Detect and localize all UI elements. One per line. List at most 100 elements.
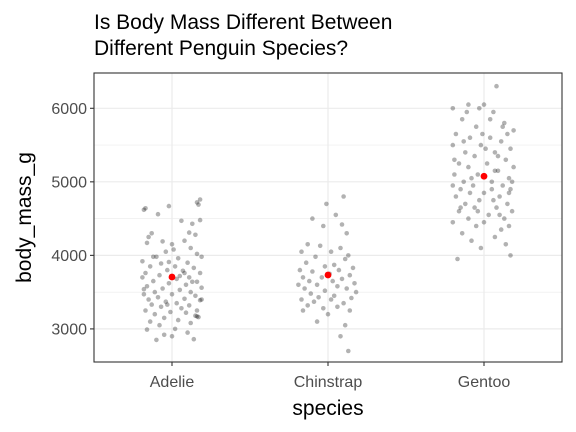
data-point — [477, 106, 482, 111]
data-point — [146, 234, 151, 240]
data-point — [349, 295, 354, 301]
data-point — [492, 234, 498, 240]
data-point — [196, 202, 201, 207]
data-point — [509, 179, 515, 185]
data-point — [185, 330, 190, 335]
data-point — [489, 186, 495, 192]
data-point — [508, 146, 513, 151]
data-point — [339, 276, 345, 282]
data-point — [511, 128, 516, 133]
mean-points — [168, 172, 488, 281]
data-point — [157, 272, 162, 278]
data-point — [353, 289, 359, 295]
data-point — [322, 264, 328, 269]
data-point — [344, 286, 350, 291]
data-point — [143, 206, 148, 211]
data-point — [169, 242, 175, 247]
data-point — [346, 348, 351, 354]
data-point — [152, 289, 158, 295]
data-point — [302, 286, 307, 291]
data-point — [487, 117, 493, 122]
data-point — [475, 208, 481, 214]
x-tick-label: Gentoo — [458, 374, 511, 391]
data-point — [151, 278, 156, 284]
data-point — [322, 288, 328, 294]
data-point — [193, 293, 198, 299]
data-point — [163, 299, 169, 305]
data-point — [180, 268, 186, 274]
data-point — [314, 282, 320, 288]
data-point — [154, 337, 159, 343]
data-point — [299, 297, 304, 302]
data-point — [197, 197, 203, 202]
data-point — [194, 314, 200, 319]
data-point — [486, 212, 492, 218]
data-point — [190, 279, 195, 285]
y-tick-label: 4000 — [51, 248, 87, 265]
data-point — [453, 194, 459, 199]
data-point — [297, 267, 303, 273]
data-point — [506, 223, 512, 229]
data-point — [175, 255, 181, 261]
data-point — [494, 83, 499, 89]
data-point — [199, 297, 204, 302]
data-point — [182, 238, 187, 243]
data-point — [177, 273, 183, 279]
data-point — [158, 261, 164, 266]
data-point — [466, 164, 471, 170]
axes: 3000 4000 5000 6000 Adelie Chinstrap Gentoo — [51, 101, 510, 391]
data-point — [186, 303, 192, 308]
data-point — [497, 212, 502, 218]
data-point — [341, 300, 346, 306]
data-point — [190, 221, 195, 227]
data-point — [347, 272, 353, 278]
data-point — [165, 302, 170, 307]
data-point — [506, 190, 512, 196]
data-point — [191, 336, 197, 342]
gridlines — [94, 73, 562, 362]
data-point — [452, 157, 457, 163]
data-point — [199, 285, 204, 291]
data-point — [346, 253, 351, 258]
data-point — [196, 314, 201, 320]
data-point — [160, 286, 165, 291]
data-point — [502, 216, 507, 221]
data-point — [321, 223, 326, 229]
data-point — [470, 183, 476, 188]
data-point — [331, 293, 337, 299]
data-point — [182, 270, 187, 276]
data-point — [503, 157, 509, 163]
data-point — [143, 308, 148, 313]
data-point — [325, 311, 331, 317]
data-point — [183, 310, 189, 316]
mean-point — [168, 273, 176, 281]
data-point — [328, 249, 334, 254]
data-point — [466, 102, 471, 107]
data-point — [194, 251, 200, 257]
data-point — [509, 208, 515, 214]
data-point — [185, 260, 190, 266]
data-point — [179, 306, 184, 311]
data-point — [179, 218, 184, 224]
data-point — [342, 256, 348, 262]
data-point — [172, 326, 178, 332]
data-point — [194, 279, 200, 285]
data-point — [352, 281, 357, 286]
data-point — [481, 190, 487, 196]
data-point — [473, 223, 479, 229]
data-point — [461, 139, 467, 144]
y-axis-title: body_mass_g — [13, 152, 36, 283]
data-point — [458, 186, 463, 192]
data-point — [491, 109, 496, 115]
data-point — [338, 334, 343, 339]
data-point — [335, 304, 340, 310]
data-point — [328, 297, 334, 302]
data-point — [169, 334, 175, 339]
data-point — [344, 231, 350, 236]
y-tick-label: 6000 — [51, 101, 87, 118]
data-point — [456, 208, 462, 214]
data-point — [511, 164, 516, 170]
data-point — [477, 197, 482, 203]
data-point — [144, 327, 150, 332]
